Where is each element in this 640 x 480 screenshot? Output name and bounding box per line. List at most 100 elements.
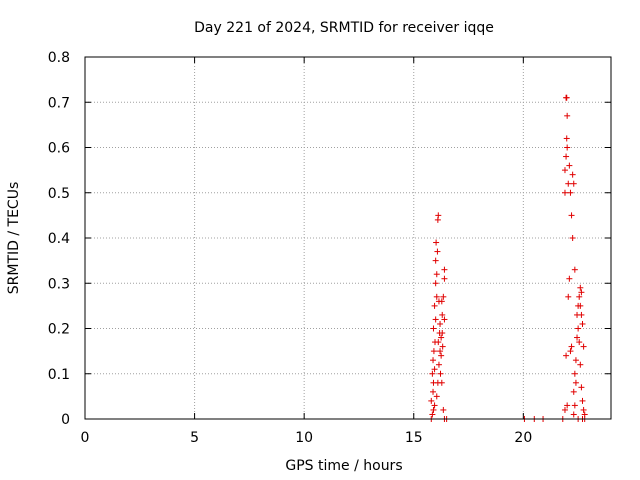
data-point	[565, 293, 572, 300]
data-point	[434, 248, 441, 255]
chart-title: Day 221 of 2024, SRMTID for receiver iqq…	[194, 20, 494, 36]
data-point	[435, 212, 442, 219]
data-point	[440, 293, 447, 300]
data-point	[565, 180, 572, 187]
data-point	[568, 212, 575, 219]
data-point	[563, 94, 570, 101]
data-point	[568, 343, 575, 350]
data-point	[433, 393, 440, 400]
data-point	[561, 406, 568, 413]
data-point	[430, 348, 437, 355]
data-point	[574, 334, 581, 341]
data-point	[577, 302, 584, 309]
x-tick-label: 5	[190, 430, 199, 446]
data-point	[433, 271, 440, 278]
data-point	[439, 343, 446, 350]
data-point	[577, 361, 584, 368]
data-point	[433, 293, 440, 300]
data-point	[437, 348, 444, 355]
data-point	[561, 189, 568, 196]
data-point	[439, 311, 446, 318]
data-point	[441, 266, 448, 273]
data-points	[428, 94, 588, 422]
y-tick-label: 0	[61, 412, 70, 428]
data-point	[432, 280, 439, 287]
x-tick-label: 15	[405, 430, 423, 446]
y-tick-label: 0.1	[48, 367, 70, 383]
data-point	[438, 379, 445, 386]
data-point	[569, 171, 576, 178]
data-point	[564, 144, 571, 151]
x-axis-ticks: 0 5 10 15 20	[81, 57, 532, 446]
data-point	[572, 357, 579, 364]
grid-lines	[85, 57, 611, 419]
data-point	[564, 112, 571, 119]
data-point	[428, 397, 435, 404]
data-point	[441, 275, 448, 282]
data-point	[435, 361, 442, 368]
data-point	[572, 379, 579, 386]
data-point	[437, 370, 444, 377]
y-tick-label: 0.5	[48, 186, 70, 202]
data-point	[441, 316, 448, 323]
data-point	[431, 366, 438, 373]
y-tick-label: 0.3	[48, 276, 70, 292]
y-tick-label: 0.8	[48, 50, 70, 66]
data-point	[576, 339, 583, 346]
data-point	[566, 275, 573, 282]
data-point	[578, 311, 585, 318]
data-point	[567, 348, 574, 355]
data-point	[570, 388, 577, 395]
data-point	[571, 370, 578, 377]
data-point	[430, 406, 437, 413]
x-tick-label: 20	[514, 430, 532, 446]
data-point	[580, 343, 587, 350]
data-point	[576, 293, 583, 300]
y-tick-label: 0.7	[48, 95, 70, 111]
data-point	[564, 402, 571, 409]
data-point	[575, 325, 582, 332]
data-point	[571, 266, 578, 273]
y-axis-ticks: 0 0.1 0.2 0.3 0.4 0.5 0.6 0.7 0.8	[48, 50, 611, 428]
x-tick-label: 10	[295, 430, 313, 446]
data-point	[429, 411, 436, 418]
data-point	[566, 162, 573, 169]
y-tick-label: 0.4	[48, 231, 70, 247]
data-point	[579, 397, 586, 404]
x-axis-label: GPS time / hours	[285, 458, 402, 474]
data-point	[563, 352, 570, 359]
data-point	[578, 289, 585, 296]
data-point	[432, 257, 439, 264]
data-point	[570, 180, 577, 187]
data-point	[578, 384, 585, 391]
data-point	[431, 302, 438, 309]
data-point	[563, 135, 570, 142]
data-point	[437, 320, 444, 327]
x-tick-label: 0	[81, 430, 90, 446]
data-point	[563, 153, 570, 160]
data-point	[429, 370, 436, 377]
data-point	[567, 189, 574, 196]
data-point	[438, 352, 445, 359]
data-point	[435, 339, 442, 346]
data-point	[570, 411, 577, 418]
plot-frame	[84, 56, 612, 420]
data-point	[439, 330, 446, 337]
data-point	[579, 320, 586, 327]
data-point	[431, 402, 438, 409]
data-point	[435, 298, 442, 305]
data-point	[569, 235, 576, 241]
data-point	[430, 357, 437, 364]
data-point	[430, 325, 437, 332]
data-point	[571, 402, 578, 409]
y-axis-label: SRMTID / TECUs	[6, 182, 22, 295]
data-point	[580, 406, 587, 413]
data-point	[438, 334, 445, 341]
data-point	[430, 388, 437, 395]
data-point	[577, 284, 584, 291]
data-point	[432, 316, 439, 323]
data-point	[440, 406, 447, 413]
y-tick-label: 0.2	[48, 322, 70, 338]
y-tick-label: 0.6	[48, 141, 70, 157]
